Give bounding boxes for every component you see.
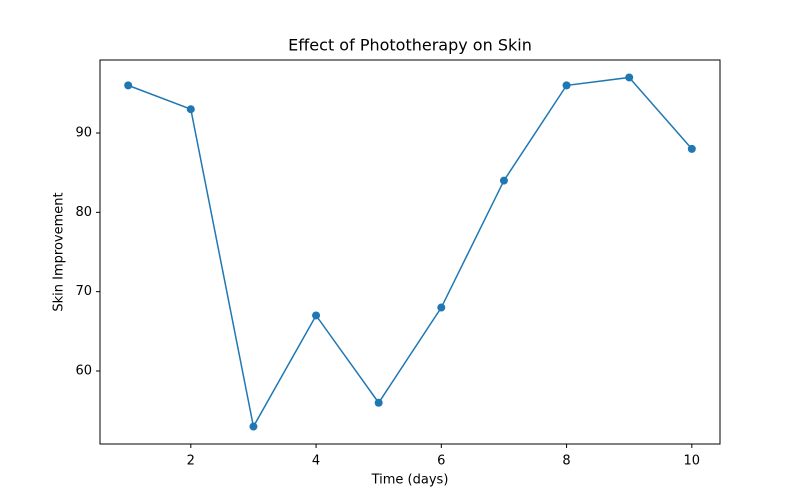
point <box>312 311 321 320</box>
y-axis-label: Skin Improvement <box>52 192 67 311</box>
y-tick-label: 70 <box>75 284 92 299</box>
x-tick-label: 4 <box>312 454 320 469</box>
x-tick-label: 2 <box>187 454 195 469</box>
y-tick-label: 80 <box>75 205 92 220</box>
x-axis-label: Time (days) <box>371 473 449 488</box>
line <box>127 76 693 429</box>
point <box>124 81 133 90</box>
point <box>186 105 195 114</box>
point <box>374 398 383 407</box>
point <box>687 144 696 153</box>
point <box>625 73 634 82</box>
point <box>562 81 571 90</box>
point <box>437 303 446 312</box>
y-tick-label: 60 <box>75 364 92 379</box>
chart-title: Effect of Phototherapy on Skin <box>288 36 532 55</box>
point <box>249 422 258 431</box>
plot-frame <box>99 59 721 445</box>
x-tick-label: 10 <box>684 454 701 469</box>
x-tick-label: 8 <box>562 454 570 469</box>
x-tick-label: 6 <box>437 454 445 469</box>
point <box>499 176 508 185</box>
y-tick-label: 90 <box>75 125 92 140</box>
